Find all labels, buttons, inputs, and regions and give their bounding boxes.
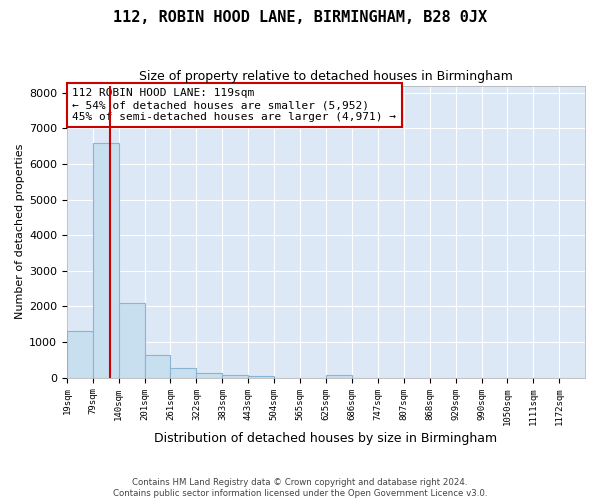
Bar [145, 354, 170, 378]
Bar [170, 368, 196, 378]
X-axis label: Distribution of detached houses by size in Birmingham: Distribution of detached houses by size … [154, 432, 497, 445]
Y-axis label: Number of detached properties: Number of detached properties [15, 144, 25, 320]
Bar [119, 303, 145, 378]
Bar [67, 330, 92, 378]
Bar [326, 374, 352, 378]
Bar [92, 142, 119, 378]
Text: 112, ROBIN HOOD LANE, BIRMINGHAM, B28 0JX: 112, ROBIN HOOD LANE, BIRMINGHAM, B28 0J… [113, 10, 487, 25]
Bar [248, 376, 274, 378]
Text: 112 ROBIN HOOD LANE: 119sqm
← 54% of detached houses are smaller (5,952)
45% of : 112 ROBIN HOOD LANE: 119sqm ← 54% of det… [72, 88, 396, 122]
Bar [223, 375, 248, 378]
Title: Size of property relative to detached houses in Birmingham: Size of property relative to detached ho… [139, 70, 513, 83]
Bar [196, 374, 223, 378]
Text: Contains HM Land Registry data © Crown copyright and database right 2024.
Contai: Contains HM Land Registry data © Crown c… [113, 478, 487, 498]
